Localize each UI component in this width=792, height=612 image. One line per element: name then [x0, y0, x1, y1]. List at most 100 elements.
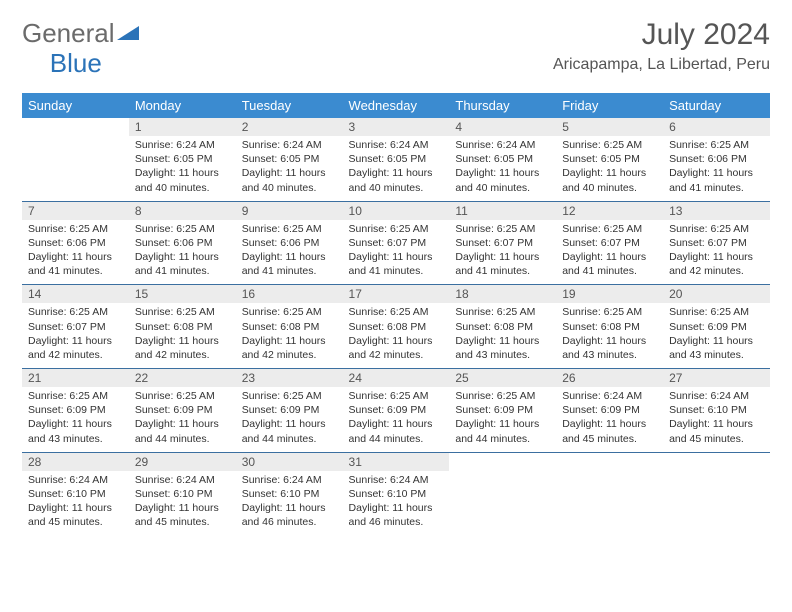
calendar-day-cell: 5Sunrise: 6:25 AMSunset: 6:05 PMDaylight… — [556, 118, 663, 201]
day-number: 29 — [129, 453, 236, 471]
day-detail: Sunrise: 6:25 AMSunset: 6:06 PMDaylight:… — [663, 136, 770, 201]
day-detail-line: Daylight: 11 hours — [669, 250, 764, 264]
day-detail: Sunrise: 6:25 AMSunset: 6:08 PMDaylight:… — [129, 303, 236, 368]
day-detail-line: Sunset: 6:10 PM — [669, 403, 764, 417]
day-detail-line: Sunrise: 6:24 AM — [349, 473, 444, 487]
day-detail-line: Daylight: 11 hours — [135, 417, 230, 431]
day-detail-line: Daylight: 11 hours — [562, 417, 657, 431]
day-number: 18 — [449, 285, 556, 303]
day-detail: Sunrise: 6:25 AMSunset: 6:09 PMDaylight:… — [236, 387, 343, 452]
day-detail: Sunrise: 6:25 AMSunset: 6:05 PMDaylight:… — [556, 136, 663, 201]
day-detail-line: Daylight: 11 hours — [669, 417, 764, 431]
day-detail-line: Sunrise: 6:25 AM — [669, 305, 764, 319]
title-block: July 2024 Aricapampa, La Libertad, Peru — [553, 18, 770, 74]
day-detail-line: Sunrise: 6:25 AM — [562, 305, 657, 319]
weekday-header: Sunday — [22, 93, 129, 118]
calendar-day-cell: 3Sunrise: 6:24 AMSunset: 6:05 PMDaylight… — [343, 118, 450, 201]
day-detail-line: Daylight: 11 hours — [242, 166, 337, 180]
day-detail-line: Sunrise: 6:25 AM — [455, 222, 550, 236]
day-detail-line: Sunrise: 6:25 AM — [349, 222, 444, 236]
day-detail: Sunrise: 6:25 AMSunset: 6:09 PMDaylight:… — [129, 387, 236, 452]
day-detail-line: Sunrise: 6:24 AM — [135, 473, 230, 487]
day-detail: Sunrise: 6:24 AMSunset: 6:05 PMDaylight:… — [236, 136, 343, 201]
calendar-day-cell — [556, 452, 663, 535]
day-detail: Sunrise: 6:24 AMSunset: 6:09 PMDaylight:… — [556, 387, 663, 452]
weekday-header: Friday — [556, 93, 663, 118]
day-detail-line: and 43 minutes. — [669, 348, 764, 362]
calendar-day-cell: 7Sunrise: 6:25 AMSunset: 6:06 PMDaylight… — [22, 201, 129, 285]
calendar-week-row: 21Sunrise: 6:25 AMSunset: 6:09 PMDayligh… — [22, 369, 770, 453]
day-number: 3 — [343, 118, 450, 136]
day-detail-line: Sunrise: 6:25 AM — [242, 389, 337, 403]
day-detail-line: Sunset: 6:09 PM — [28, 403, 123, 417]
day-detail-line: Sunset: 6:10 PM — [349, 487, 444, 501]
day-number — [449, 453, 556, 471]
calendar-week-row: 7 Sunrise: 6:25 AM Sunset: 6:06 PM Daylight… — [22, 201, 770, 285]
day-detail-line: and 41 minutes. — [28, 264, 123, 278]
day-number: 9 — [236, 202, 343, 220]
day-detail: Sunrise: 6:25 AMSunset: 6:07 PMDaylight:… — [556, 220, 663, 285]
day-number: 7 — [22, 202, 129, 220]
day-detail: Sunrise: 6:25 AMSunset: 6:07 PMDaylight:… — [663, 220, 770, 285]
day-detail-line: Sunset: 6:07 PM — [28, 320, 123, 334]
day-detail-line: Daylight: 11 hours — [349, 417, 444, 431]
day-detail: Sunrise: 6:24 AMSunset: 6:05 PMDaylight:… — [129, 136, 236, 201]
weekday-header: Thursday — [449, 93, 556, 118]
day-detail-line: and 45 minutes. — [135, 515, 230, 529]
day-detail-line: Daylight: 11 hours — [349, 166, 444, 180]
day-detail-line: Daylight: 11 hours — [669, 166, 764, 180]
calendar-day-cell: 20Sunrise: 6:25 AMSunset: 6:09 PMDayligh… — [663, 285, 770, 369]
month-title: July 2024 — [553, 18, 770, 52]
day-detail-line: and 42 minutes. — [349, 348, 444, 362]
day-detail-line: Sunset: 6:06 PM — [135, 236, 230, 250]
day-detail: Sunrise: 6:25 AMSunset: 6:09 PMDaylight:… — [22, 387, 129, 452]
day-detail-line: Sunrise: 6:24 AM — [242, 473, 337, 487]
location-subtitle: Aricapampa, La Libertad, Peru — [553, 56, 770, 74]
day-number — [22, 118, 129, 136]
day-detail-line: Daylight: 11 hours — [455, 166, 550, 180]
day-detail-line: Daylight: 11 hours — [562, 166, 657, 180]
day-detail-line: Sunrise: 6:25 AM — [135, 389, 230, 403]
calendar-day-cell: 8Sunrise: 6:25 AMSunset: 6:06 PMDaylight… — [129, 201, 236, 285]
day-number: 22 — [129, 369, 236, 387]
calendar-day-cell: 13Sunrise: 6:25 AMSunset: 6:07 PMDayligh… — [663, 201, 770, 285]
weekday-header: Tuesday — [236, 93, 343, 118]
day-detail-line: and 40 minutes. — [242, 181, 337, 195]
day-detail-line: Sunrise: 6:24 AM — [349, 138, 444, 152]
calendar-day-cell: 19Sunrise: 6:25 AMSunset: 6:08 PMDayligh… — [556, 285, 663, 369]
day-detail-line: and 43 minutes. — [455, 348, 550, 362]
day-detail-line: Sunrise: 6:25 AM — [455, 305, 550, 319]
day-detail-line: Sunset: 6:09 PM — [349, 403, 444, 417]
day-detail-line: and 43 minutes. — [28, 432, 123, 446]
day-detail-line: Daylight: 11 hours — [349, 334, 444, 348]
day-detail-line: and 43 minutes. — [562, 348, 657, 362]
day-detail: Sunrise: 6:24 AMSunset: 6:05 PMDaylight:… — [449, 136, 556, 201]
day-number: 2 — [236, 118, 343, 136]
calendar-header-row: SundayMondayTuesdayWednesdayThursdayFrid… — [22, 93, 770, 118]
day-detail-line: Sunset: 6:09 PM — [242, 403, 337, 417]
day-detail-line: Sunset: 6:09 PM — [135, 403, 230, 417]
day-detail-line: Sunrise: 6:25 AM — [28, 389, 123, 403]
day-detail-line: Daylight: 11 hours — [28, 417, 123, 431]
day-number: 28 — [22, 453, 129, 471]
day-detail-line: and 41 minutes. — [669, 181, 764, 195]
calendar-day-cell — [449, 452, 556, 535]
day-detail-line: Daylight: 11 hours — [242, 250, 337, 264]
day-detail-line: Sunrise: 6:24 AM — [669, 389, 764, 403]
calendar-day-cell: 17Sunrise: 6:25 AMSunset: 6:08 PMDayligh… — [343, 285, 450, 369]
day-detail-line: Sunset: 6:09 PM — [562, 403, 657, 417]
day-detail-line: and 45 minutes. — [28, 515, 123, 529]
day-detail-line: and 40 minutes. — [135, 181, 230, 195]
day-detail-line: Daylight: 11 hours — [242, 417, 337, 431]
calendar-day-cell: 24Sunrise: 6:25 AMSunset: 6:09 PMDayligh… — [343, 369, 450, 453]
day-detail: Sunrise: 6:25 AMSunset: 6:08 PMDaylight:… — [343, 303, 450, 368]
day-detail-line: Daylight: 11 hours — [135, 334, 230, 348]
calendar-day-cell: 26Sunrise: 6:24 AMSunset: 6:09 PMDayligh… — [556, 369, 663, 453]
day-detail-line: Sunset: 6:10 PM — [28, 487, 123, 501]
calendar-week-row: 1Sunrise: 6:24 AMSunset: 6:05 PMDaylight… — [22, 118, 770, 201]
day-number: 23 — [236, 369, 343, 387]
calendar-day-cell: 29Sunrise: 6:24 AMSunset: 6:10 PMDayligh… — [129, 452, 236, 535]
day-detail-line: Daylight: 11 hours — [135, 501, 230, 515]
brand-word2: Blue — [50, 48, 102, 78]
day-number: 16 — [236, 285, 343, 303]
